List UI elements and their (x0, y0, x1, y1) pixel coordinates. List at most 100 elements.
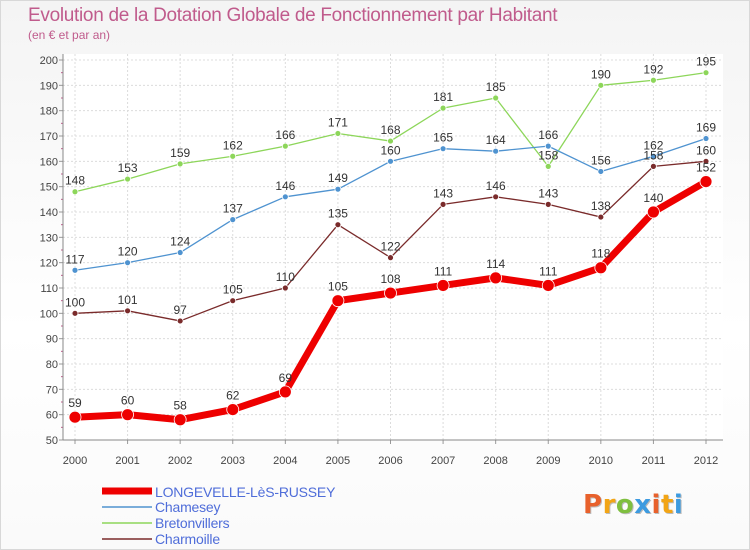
y-tick-label: 190 (40, 80, 58, 92)
data-label-charmoille: 101 (118, 293, 138, 307)
data-point-chamesey (387, 157, 394, 165)
y-tick-label: 90 (46, 334, 58, 346)
data-label-longevelle-l-s-russey: 58 (173, 399, 187, 413)
x-tick-label: 2011 (642, 455, 666, 467)
data-label-longevelle-l-s-russey: 60 (121, 394, 135, 408)
x-tick-label: 2003 (221, 455, 245, 467)
data-point-charmoille (597, 213, 605, 221)
data-point-bretonvillers (281, 142, 289, 150)
data-label-longevelle-l-s-russey: 152 (696, 161, 716, 175)
y-tick-label: 50 (46, 435, 58, 447)
data-label-bretonvillers: 148 (65, 174, 85, 188)
plot-background (63, 54, 723, 440)
data-point-chamesey (439, 145, 447, 153)
data-point-charmoille (229, 297, 237, 305)
data-point-charmoille (439, 200, 447, 208)
data-point-bretonvillers (492, 94, 500, 102)
y-tick-label: 120 (40, 258, 58, 270)
data-point-longevelle-l-s-russey (331, 294, 345, 308)
data-label-longevelle-l-s-russey: 118 (591, 247, 610, 261)
data-label-bretonvillers: 166 (275, 128, 295, 142)
x-tick-label: 2004 (273, 455, 297, 467)
data-label-longevelle-l-s-russey: 62 (226, 389, 240, 403)
data-point-bretonvillers (71, 188, 79, 196)
chart-subtitle: (en € et par an) (28, 28, 111, 42)
data-point-bretonvillers (597, 81, 605, 89)
data-point-longevelle-l-s-russey (699, 175, 713, 189)
data-point-chamesey (281, 193, 289, 201)
x-tick-label: 2008 (483, 455, 507, 467)
data-label-bretonvillers: 190 (591, 67, 611, 81)
legend-label-bretonvillers: Bretonvillers (155, 515, 230, 531)
x-tick-label: 2006 (378, 455, 402, 467)
data-label-bretonvillers: 192 (643, 62, 663, 76)
legend-label-charmoille: Charmoille (155, 531, 220, 547)
data-point-charmoille (544, 200, 552, 208)
data-label-chamesey: 165 (433, 131, 453, 145)
data-label-bretonvillers: 162 (223, 138, 243, 152)
data-label-charmoille: 110 (276, 270, 295, 284)
data-point-chamesey (702, 135, 710, 142)
data-label-bretonvillers: 181 (433, 90, 453, 104)
data-point-bretonvillers (176, 160, 184, 168)
data-label-bretonvillers: 158 (538, 148, 558, 162)
data-point-chamesey (544, 142, 552, 150)
x-tick-label: 2002 (168, 455, 192, 467)
data-point-chamesey (334, 185, 342, 193)
legend-label-chamesey: Chamesey (155, 499, 221, 515)
y-tick-label: 160 (40, 156, 58, 168)
x-tick-label: 2009 (536, 455, 560, 467)
y-tick-label: 170 (40, 131, 58, 143)
data-point-bretonvillers (334, 130, 342, 137)
x-tick-label: 2010 (589, 455, 613, 467)
data-label-longevelle-l-s-russey: 114 (486, 257, 505, 271)
y-tick-label: 100 (40, 308, 58, 320)
data-label-charmoille: 146 (486, 179, 506, 193)
data-point-charmoille (334, 221, 342, 229)
data-label-chamesey: 124 (170, 235, 190, 249)
data-label-charmoille: 135 (328, 207, 348, 221)
x-tick-label: 2012 (694, 455, 718, 467)
data-point-charmoille (176, 317, 184, 325)
data-label-bretonvillers: 168 (380, 123, 400, 137)
data-point-charmoille (71, 309, 79, 317)
data-point-bretonvillers (702, 69, 710, 77)
data-point-charmoille (387, 254, 394, 262)
proxiti-logo: Proxiti (583, 490, 684, 520)
y-tick-label: 180 (40, 106, 58, 118)
data-label-bretonvillers: 159 (170, 146, 190, 160)
data-point-bretonvillers (229, 152, 237, 160)
y-tick-label: 110 (40, 283, 58, 295)
data-point-longevelle-l-s-russey (541, 279, 555, 292)
data-point-chamesey (176, 249, 184, 256)
data-point-longevelle-l-s-russey (173, 413, 187, 427)
data-label-longevelle-l-s-russey: 108 (380, 272, 400, 286)
data-label-chamesey: 137 (223, 202, 243, 216)
data-label-longevelle-l-s-russey: 111 (539, 264, 558, 278)
data-point-bretonvillers (544, 162, 552, 170)
data-label-chamesey: 166 (538, 128, 558, 142)
data-label-bretonvillers: 185 (486, 80, 506, 94)
data-point-bretonvillers (650, 76, 657, 84)
data-label-charmoille: 105 (223, 283, 243, 297)
data-point-charmoille (492, 193, 500, 201)
data-label-chamesey: 162 (643, 138, 663, 152)
data-point-longevelle-l-s-russey (436, 279, 450, 292)
data-label-charmoille: 100 (65, 295, 85, 309)
data-point-charmoille (124, 307, 131, 315)
x-tick-label: 2007 (431, 455, 455, 467)
data-label-chamesey: 160 (380, 143, 400, 157)
y-tick-label: 60 (46, 410, 58, 422)
chart-title: Evolution de la Dotation Globale de Fonc… (28, 5, 558, 26)
data-point-bretonvillers (124, 175, 131, 183)
data-label-longevelle-l-s-russey: 69 (279, 371, 293, 385)
data-label-charmoille: 143 (538, 186, 558, 200)
legend-label-longevelle: LONGEVELLE-LèS-RUSSEY (155, 484, 336, 500)
data-point-charmoille (702, 157, 710, 165)
data-point-chamesey (71, 266, 79, 274)
data-label-chamesey: 120 (118, 245, 138, 259)
data-point-chamesey (597, 168, 605, 175)
data-point-longevelle-l-s-russey (121, 408, 134, 422)
data-label-chamesey: 146 (275, 179, 295, 193)
